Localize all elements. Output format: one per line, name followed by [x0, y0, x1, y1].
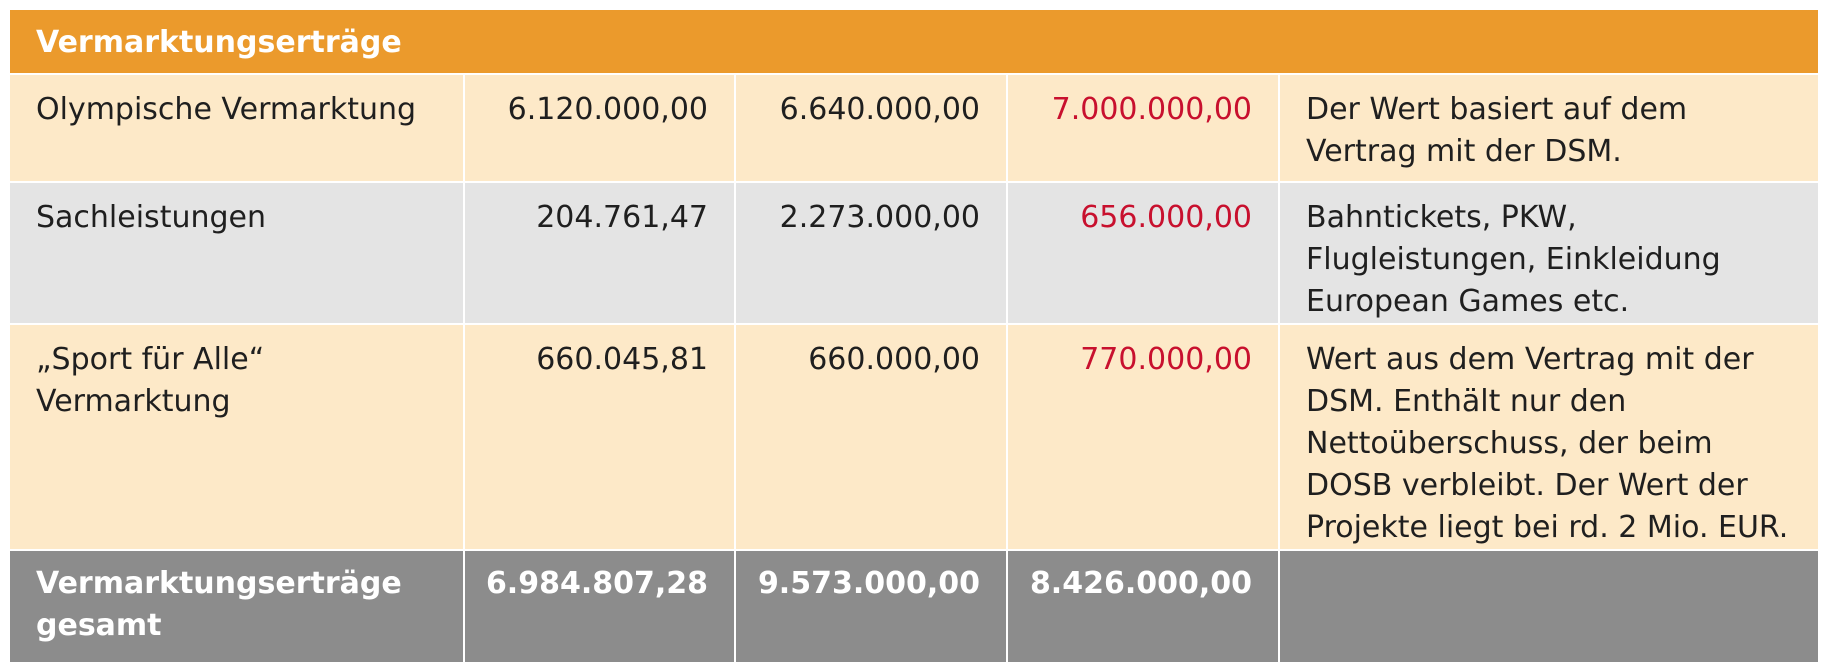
table-row: Olympische Vermarktung 6.120.000,00 6.64… [10, 74, 1819, 183]
note-cell: Der Wert basiert auf dem Vertrag mit der… [1279, 74, 1819, 183]
row-label: Sachleistungen [10, 182, 465, 325]
table-row: Sachleistungen 204.761,47 2.273.000,00 6… [10, 182, 1819, 325]
total-value-cell: 6.984.807,28 [464, 550, 736, 662]
total-row: Vermarktungserträge gesamt 6.984.807,28 … [10, 550, 1819, 662]
section-header-row: Vermarktungserträge [10, 10, 1819, 75]
total-empty-cell [1279, 550, 1819, 662]
value-cell: 2.273.000,00 [735, 182, 1008, 325]
note-cell: Bahntickets, PKW, Flugleistungen, Einkle… [1279, 182, 1819, 325]
value-cell: 6.120.000,00 [464, 74, 736, 183]
section-title: Vermarktungserträge [10, 10, 1819, 75]
value-cell: 204.761,47 [464, 182, 736, 325]
total-value-cell: 9.573.000,00 [735, 550, 1008, 662]
table-row: „Sport für Alle“ Vermarktung 660.045,81 … [10, 324, 1819, 551]
value-cell: 660.000,00 [735, 324, 1008, 551]
row-label: „Sport für Alle“ Vermarktung [10, 324, 465, 551]
highlighted-value-cell: 656.000,00 [1007, 182, 1280, 325]
total-label: Vermarktungserträge gesamt [10, 550, 465, 662]
value-cell: 660.045,81 [464, 324, 736, 551]
note-cell: Wert aus dem Vertrag mit der DSM. Enthäl… [1279, 324, 1819, 551]
highlighted-value-cell: 7.000.000,00 [1007, 74, 1280, 183]
row-label: Olympische Vermarktung [10, 74, 465, 183]
highlighted-value-cell: 770.000,00 [1007, 324, 1280, 551]
marketing-revenue-table: Vermarktungserträge Olympische Vermarktu… [10, 10, 1819, 662]
total-value-cell: 8.426.000,00 [1007, 550, 1280, 662]
value-cell: 6.640.000,00 [735, 74, 1008, 183]
marketing-revenue-table-container: Vermarktungserträge Olympische Vermarktu… [10, 10, 1819, 662]
